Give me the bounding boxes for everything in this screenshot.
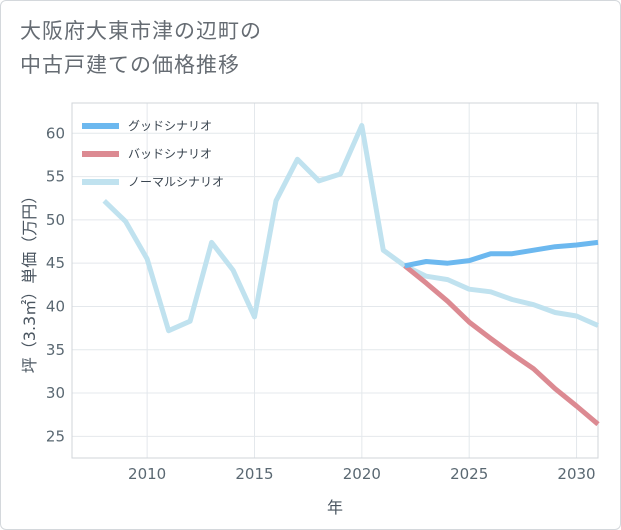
y-tick-label: 35 (46, 341, 65, 359)
legend-swatch (82, 179, 119, 185)
x-tick-label: 2030 (557, 465, 595, 483)
x-tick-label: 2025 (450, 465, 488, 483)
chart-title-line-2: 中古戸建ての価格推移 (20, 53, 240, 77)
chart-title: 大阪府大東市津の辺町の 中古戸建ての価格推移 (20, 14, 262, 82)
x-axis-title: 年 (327, 498, 343, 517)
legend-swatch (82, 151, 119, 157)
legend-label: ノーマルシナリオ (128, 175, 224, 189)
y-tick-label: 60 (46, 124, 65, 142)
x-tick-label: 2015 (235, 465, 273, 483)
y-tick-label: 45 (46, 254, 65, 272)
y-tick-label: 55 (46, 168, 65, 186)
chart-title-line-1: 大阪府大東市津の辺町の (20, 19, 262, 43)
tick-labels: 25 30 35 40 45 50 55 60 2010 2015 2020 2025 2030 (46, 124, 596, 483)
legend-label: グッドシナリオ (128, 119, 212, 133)
series-lines (102, 123, 600, 427)
y-tick-label: 40 (46, 297, 65, 315)
y-axis-title: 坪（3.3㎡）単価（万円） (20, 188, 39, 373)
y-tick-label: 25 (46, 427, 65, 445)
series-line (404, 239, 599, 269)
y-tick-label: 50 (46, 211, 65, 229)
plot-area (71, 102, 599, 459)
y-tick-label: 30 (46, 384, 65, 402)
series-line (102, 123, 600, 334)
x-tick-label: 2010 (128, 465, 166, 483)
series-line (403, 263, 600, 427)
legend-label: バッドシナリオ (128, 147, 212, 161)
x-tick-label: 2020 (343, 465, 381, 483)
legend-swatch (82, 123, 119, 129)
